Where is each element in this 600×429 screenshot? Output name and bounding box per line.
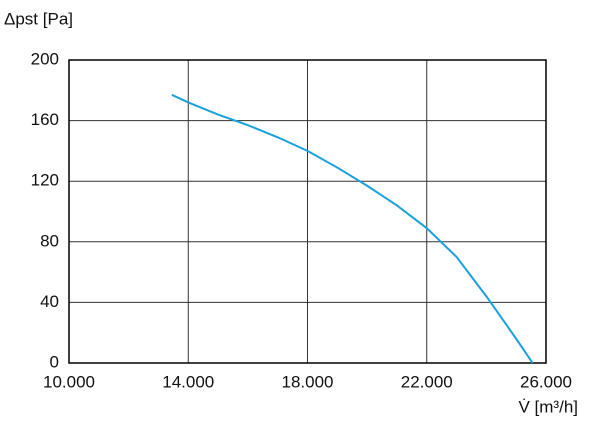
y-tick-label: 80 xyxy=(40,231,59,250)
y-tick-label: 0 xyxy=(50,352,59,371)
x-tick-label: 26.000 xyxy=(520,372,572,391)
curve xyxy=(171,93,534,364)
y-tick-label: 200 xyxy=(31,49,59,68)
y-tick-label: 40 xyxy=(40,292,59,311)
x-tick-label: 14.000 xyxy=(162,372,214,391)
y-axis-label: Δpst [Pa] xyxy=(4,9,73,28)
x-tick-label: 10.000 xyxy=(43,372,95,391)
x-tick-label: 22.000 xyxy=(401,372,453,391)
y-tick-label: 160 xyxy=(31,110,59,129)
x-tick-label: 18.000 xyxy=(282,372,334,391)
x-axis-label: V̇ [m³/h] xyxy=(518,397,578,416)
y-tick-label: 120 xyxy=(31,171,59,190)
plot-frame xyxy=(68,59,547,364)
